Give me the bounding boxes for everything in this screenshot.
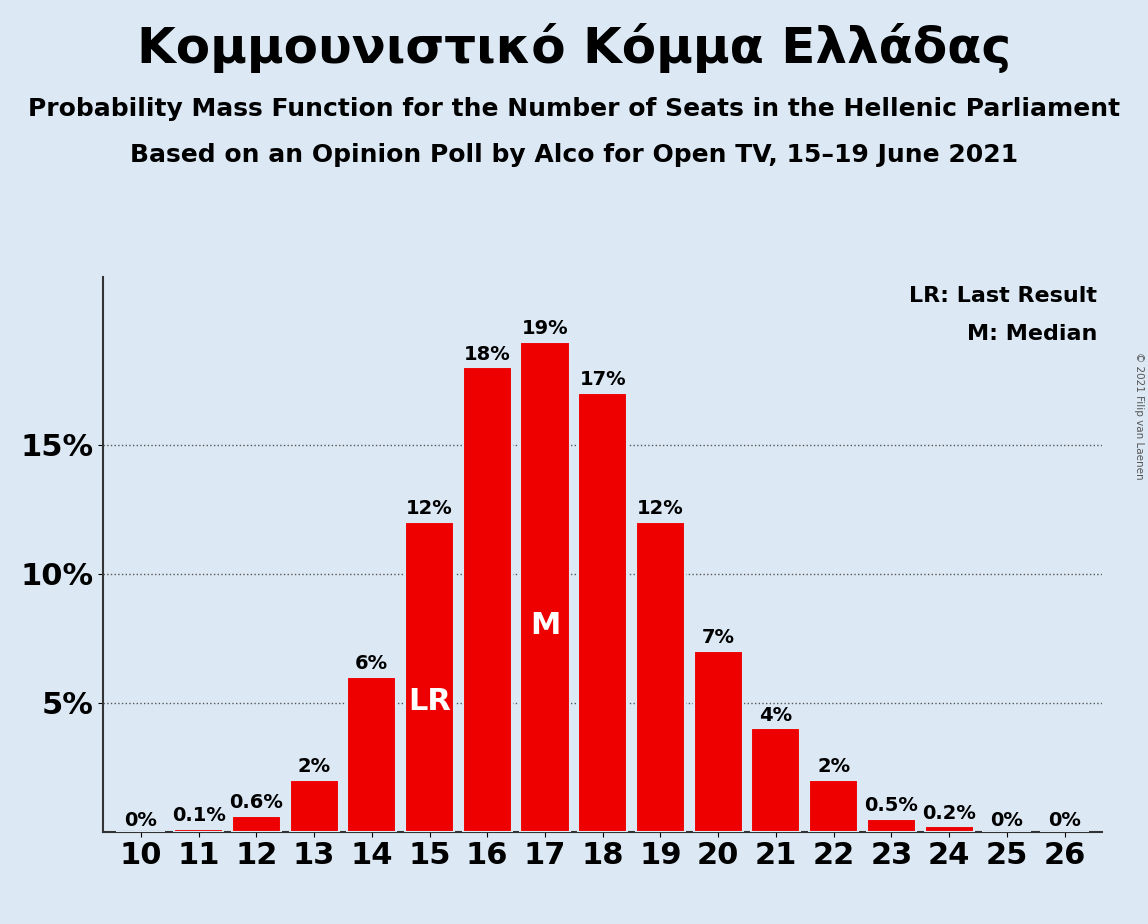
Bar [751, 728, 800, 832]
Text: LR: Last Result: LR: Last Result [909, 286, 1097, 306]
Text: 6%: 6% [355, 654, 388, 673]
Text: 2%: 2% [817, 757, 851, 776]
Text: M: M [529, 612, 560, 640]
Text: 19%: 19% [521, 319, 568, 338]
Bar [809, 780, 859, 832]
Text: 0.5%: 0.5% [864, 796, 918, 815]
Text: © 2021 Filip van Laenen: © 2021 Filip van Laenen [1134, 352, 1143, 480]
Bar [463, 368, 512, 832]
Text: Κομμουνιστικό Κόμμα Ελλάδας: Κομμουνιστικό Κόμμα Ελλάδας [137, 23, 1011, 73]
Text: Based on an Opinion Poll by Alco for Open TV, 15–19 June 2021: Based on an Opinion Poll by Alco for Ope… [130, 143, 1018, 167]
Text: M: Median: M: Median [967, 324, 1097, 345]
Text: 0%: 0% [1048, 811, 1081, 831]
Bar [232, 816, 281, 832]
Text: 17%: 17% [580, 371, 626, 389]
Text: 12%: 12% [406, 499, 452, 518]
Text: 0%: 0% [124, 811, 157, 831]
Bar [174, 829, 223, 832]
Bar [867, 819, 916, 832]
Text: 18%: 18% [464, 345, 511, 363]
Bar [636, 522, 685, 832]
Bar [924, 826, 974, 832]
Text: 0.2%: 0.2% [922, 804, 976, 822]
Text: 7%: 7% [701, 628, 735, 647]
Text: 2%: 2% [297, 757, 331, 776]
Text: 0.6%: 0.6% [230, 794, 284, 812]
Bar [520, 342, 569, 832]
Text: 4%: 4% [759, 706, 792, 724]
Text: Probability Mass Function for the Number of Seats in the Hellenic Parliament: Probability Mass Function for the Number… [28, 97, 1120, 121]
Bar [289, 780, 339, 832]
Bar [347, 677, 396, 832]
Bar [579, 394, 627, 832]
Bar [693, 651, 743, 832]
Text: LR: LR [408, 687, 451, 716]
Bar [405, 522, 455, 832]
Text: 12%: 12% [637, 499, 684, 518]
Text: 0.1%: 0.1% [172, 806, 225, 825]
Text: 0%: 0% [991, 811, 1023, 831]
